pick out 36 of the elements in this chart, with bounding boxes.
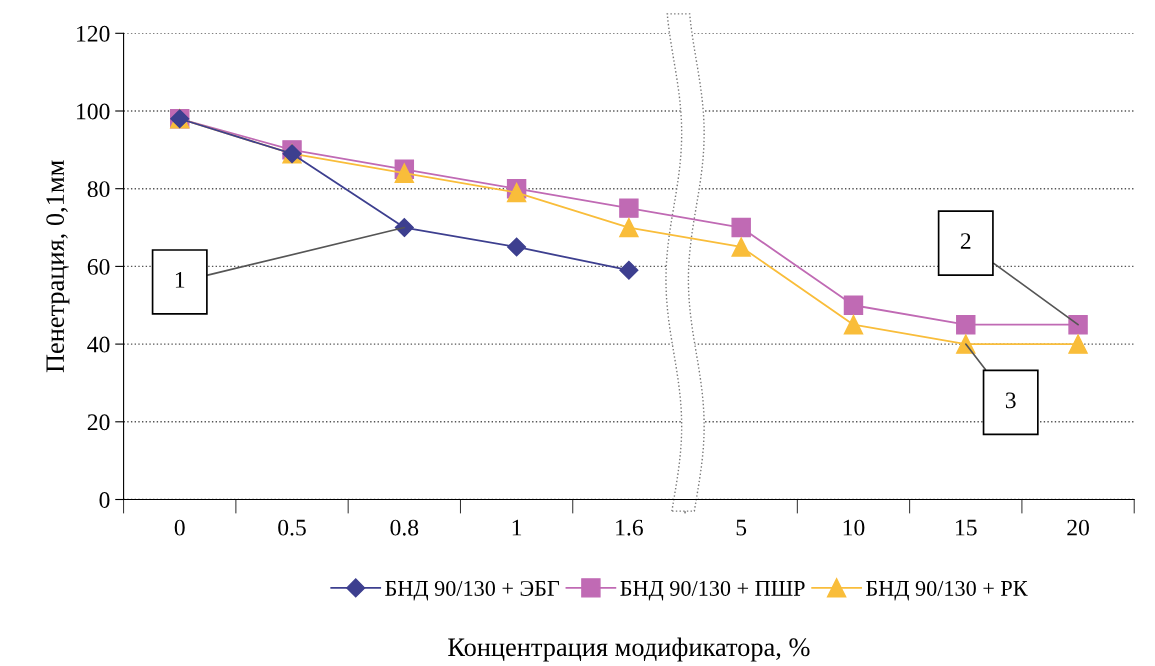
y-tick-label: 120 [77, 25, 110, 42]
y-tick-label: 80 [87, 181, 110, 198]
point [731, 217, 751, 238]
point [731, 237, 751, 257]
point [843, 314, 864, 335]
y-tick-label: 20 [87, 414, 110, 431]
point [1068, 314, 1088, 335]
x-tick-label: 1.6 [616, 519, 643, 536]
legend-label: БНД 90/130 + РК [866, 580, 1028, 601]
x-tick-label: 0.5 [278, 519, 306, 536]
point [619, 217, 639, 238]
x-tick-label: 5 [736, 519, 747, 536]
point [956, 314, 976, 335]
annotation: 1 [175, 272, 185, 288]
point [1068, 334, 1088, 354]
x-tick-label: 15 [956, 519, 977, 536]
x-axis-title: Концентрация модификатора, % [448, 637, 810, 662]
y-tick-label: 60 [87, 258, 110, 275]
point [843, 295, 864, 315]
point [619, 260, 639, 280]
y-tick-label: 0 [99, 491, 110, 508]
annotation: 3 [1005, 392, 1016, 409]
legend-label: БНД 90/130 + ПШР [620, 580, 805, 601]
y-axis-title: Пенетрация, 0,1мм [46, 160, 70, 373]
x-tick-label: 0 [174, 519, 185, 536]
annotation: 2 [960, 233, 971, 249]
x-tick-label: 20 [1067, 519, 1089, 536]
legend-label: БНД 90/130 + ЭБГ [385, 580, 560, 601]
y-tick-label: 100 [77, 103, 110, 120]
x-tick-label: 10 [843, 519, 865, 536]
point [619, 198, 639, 218]
x-tick-label: 1 [512, 519, 522, 536]
point [394, 218, 414, 238]
y-tick-label: 40 [87, 336, 110, 353]
point [507, 237, 527, 257]
x-tick-label: 0.8 [390, 519, 419, 536]
